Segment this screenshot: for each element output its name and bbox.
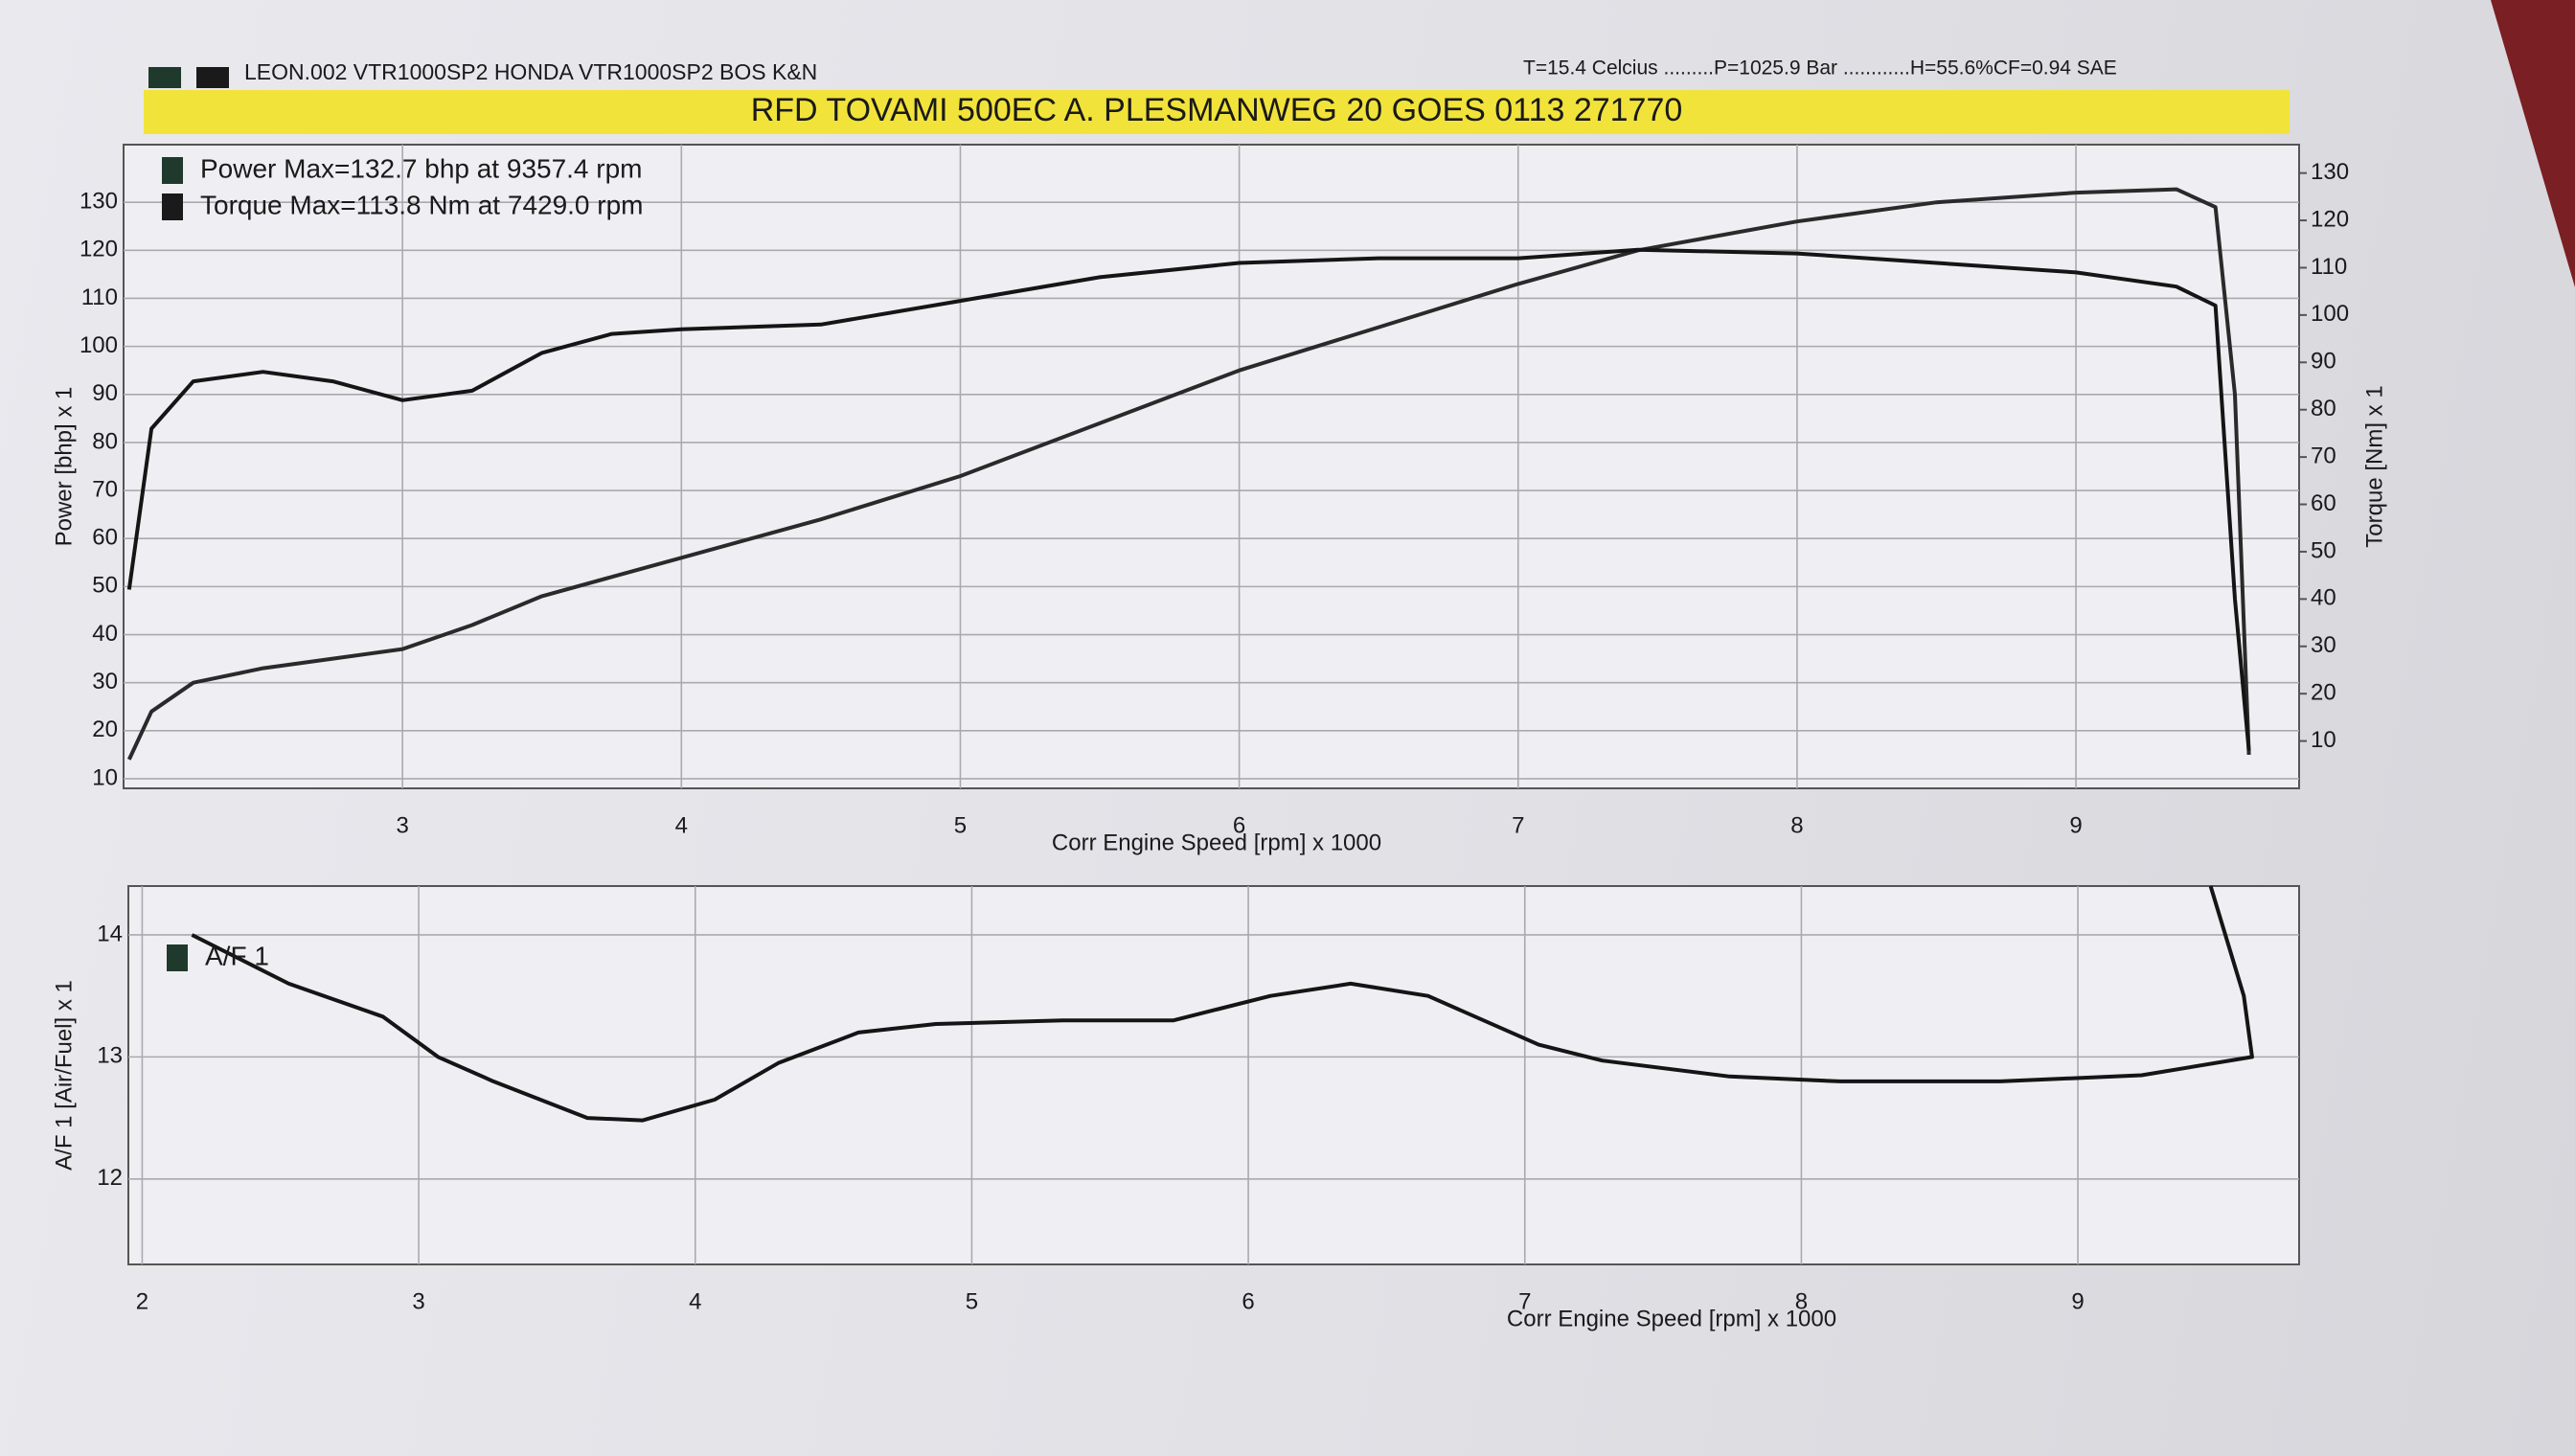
x-axis-label: Corr Engine Speed [rpm] x 1000 <box>1052 830 1381 855</box>
y-tick-label: 90 <box>92 380 118 406</box>
y-tick-label: 20 <box>92 717 118 742</box>
legend-swatch <box>162 193 183 220</box>
x-tick-label: 7 <box>1512 812 1524 838</box>
banner-text: RFD TOVAMI 500EC A. PLESMANWEG 20 GOES 0… <box>751 92 1683 128</box>
legend-swatch <box>167 944 188 971</box>
header-swatch <box>148 67 181 88</box>
y-tick-label: 70 <box>92 476 118 502</box>
x-tick-label: 4 <box>689 1288 701 1314</box>
x-tick-label: 2 <box>136 1288 148 1314</box>
series-line <box>191 885 2254 1123</box>
y-tick-label: 100 <box>80 332 118 358</box>
x-tick-label: 6 <box>1242 1288 1254 1314</box>
x-tick-label: 6 <box>1233 812 1245 838</box>
y-tick-label: 120 <box>80 237 118 262</box>
y-axis-label: A/F 1 [Air/Fuel] x 1 <box>51 980 77 1171</box>
legend-label: Torque Max=113.8 Nm at 7429.0 rpm <box>200 190 644 219</box>
legend-swatch <box>162 157 183 184</box>
header-right: T=15.4 Celcius .........P=1025.9 Bar ...… <box>1523 57 2117 80</box>
y2-tick-label: 20 <box>2311 680 2336 706</box>
y-tick-label: 40 <box>92 621 118 647</box>
y-tick-label: 110 <box>81 284 118 310</box>
y2-axis-label: Torque [Nm] x 1 <box>2361 385 2387 547</box>
y2-tick-label: 100 <box>2311 301 2349 327</box>
x-tick-label: 7 <box>1518 1288 1531 1314</box>
series-line <box>126 187 2251 761</box>
y-tick-label: 30 <box>92 669 118 694</box>
y-tick-label: 80 <box>92 428 118 454</box>
y-tick-label: 60 <box>92 525 118 551</box>
y-tick-label: 13 <box>97 1043 123 1069</box>
y2-tick-label: 60 <box>2311 490 2336 516</box>
y2-tick-label: 130 <box>2311 159 2349 185</box>
y-tick-label: 130 <box>80 189 118 215</box>
y2-tick-label: 120 <box>2311 206 2349 232</box>
x-tick-label: 9 <box>2069 812 2082 838</box>
y-tick-label: 10 <box>92 764 118 790</box>
y2-tick-label: 30 <box>2311 632 2336 658</box>
x-tick-label: 3 <box>396 812 408 838</box>
x-tick-label: 3 <box>412 1288 424 1314</box>
plot-area <box>123 144 2300 789</box>
y-tick-label: 12 <box>97 1165 123 1191</box>
y2-tick-label: 40 <box>2311 585 2336 611</box>
y2-tick-label: 50 <box>2311 537 2336 563</box>
x-axis-label: Corr Engine Speed [rpm] x 1000 <box>1507 1306 1836 1331</box>
x-tick-label: 5 <box>966 1288 978 1314</box>
banner <box>144 90 2290 134</box>
y-tick-label: 14 <box>97 921 123 946</box>
x-tick-label: 5 <box>954 812 967 838</box>
header-left: LEON.002 VTR1000SP2 HONDA VTR1000SP2 BOS… <box>244 59 817 84</box>
series-line <box>126 247 2251 751</box>
x-tick-label: 8 <box>1790 812 1803 838</box>
background-edge <box>2299 0 2575 287</box>
y2-tick-label: 10 <box>2311 727 2336 753</box>
y2-tick-label: 90 <box>2311 349 2336 375</box>
header-swatch <box>196 67 229 88</box>
plot-area <box>127 885 2300 1265</box>
y-tick-label: 50 <box>92 573 118 599</box>
y2-tick-label: 70 <box>2311 443 2336 468</box>
x-tick-label: 8 <box>1795 1288 1808 1314</box>
y2-tick-label: 80 <box>2311 396 2336 421</box>
legend-label: Power Max=132.7 bhp at 9357.4 rpm <box>200 153 643 183</box>
x-tick-label: 4 <box>675 812 688 838</box>
y2-tick-label: 110 <box>2311 254 2347 280</box>
legend-label: A/F 1 <box>205 941 269 970</box>
y-axis-label: Power [bhp] x 1 <box>51 387 77 547</box>
x-tick-label: 9 <box>2071 1288 2084 1314</box>
